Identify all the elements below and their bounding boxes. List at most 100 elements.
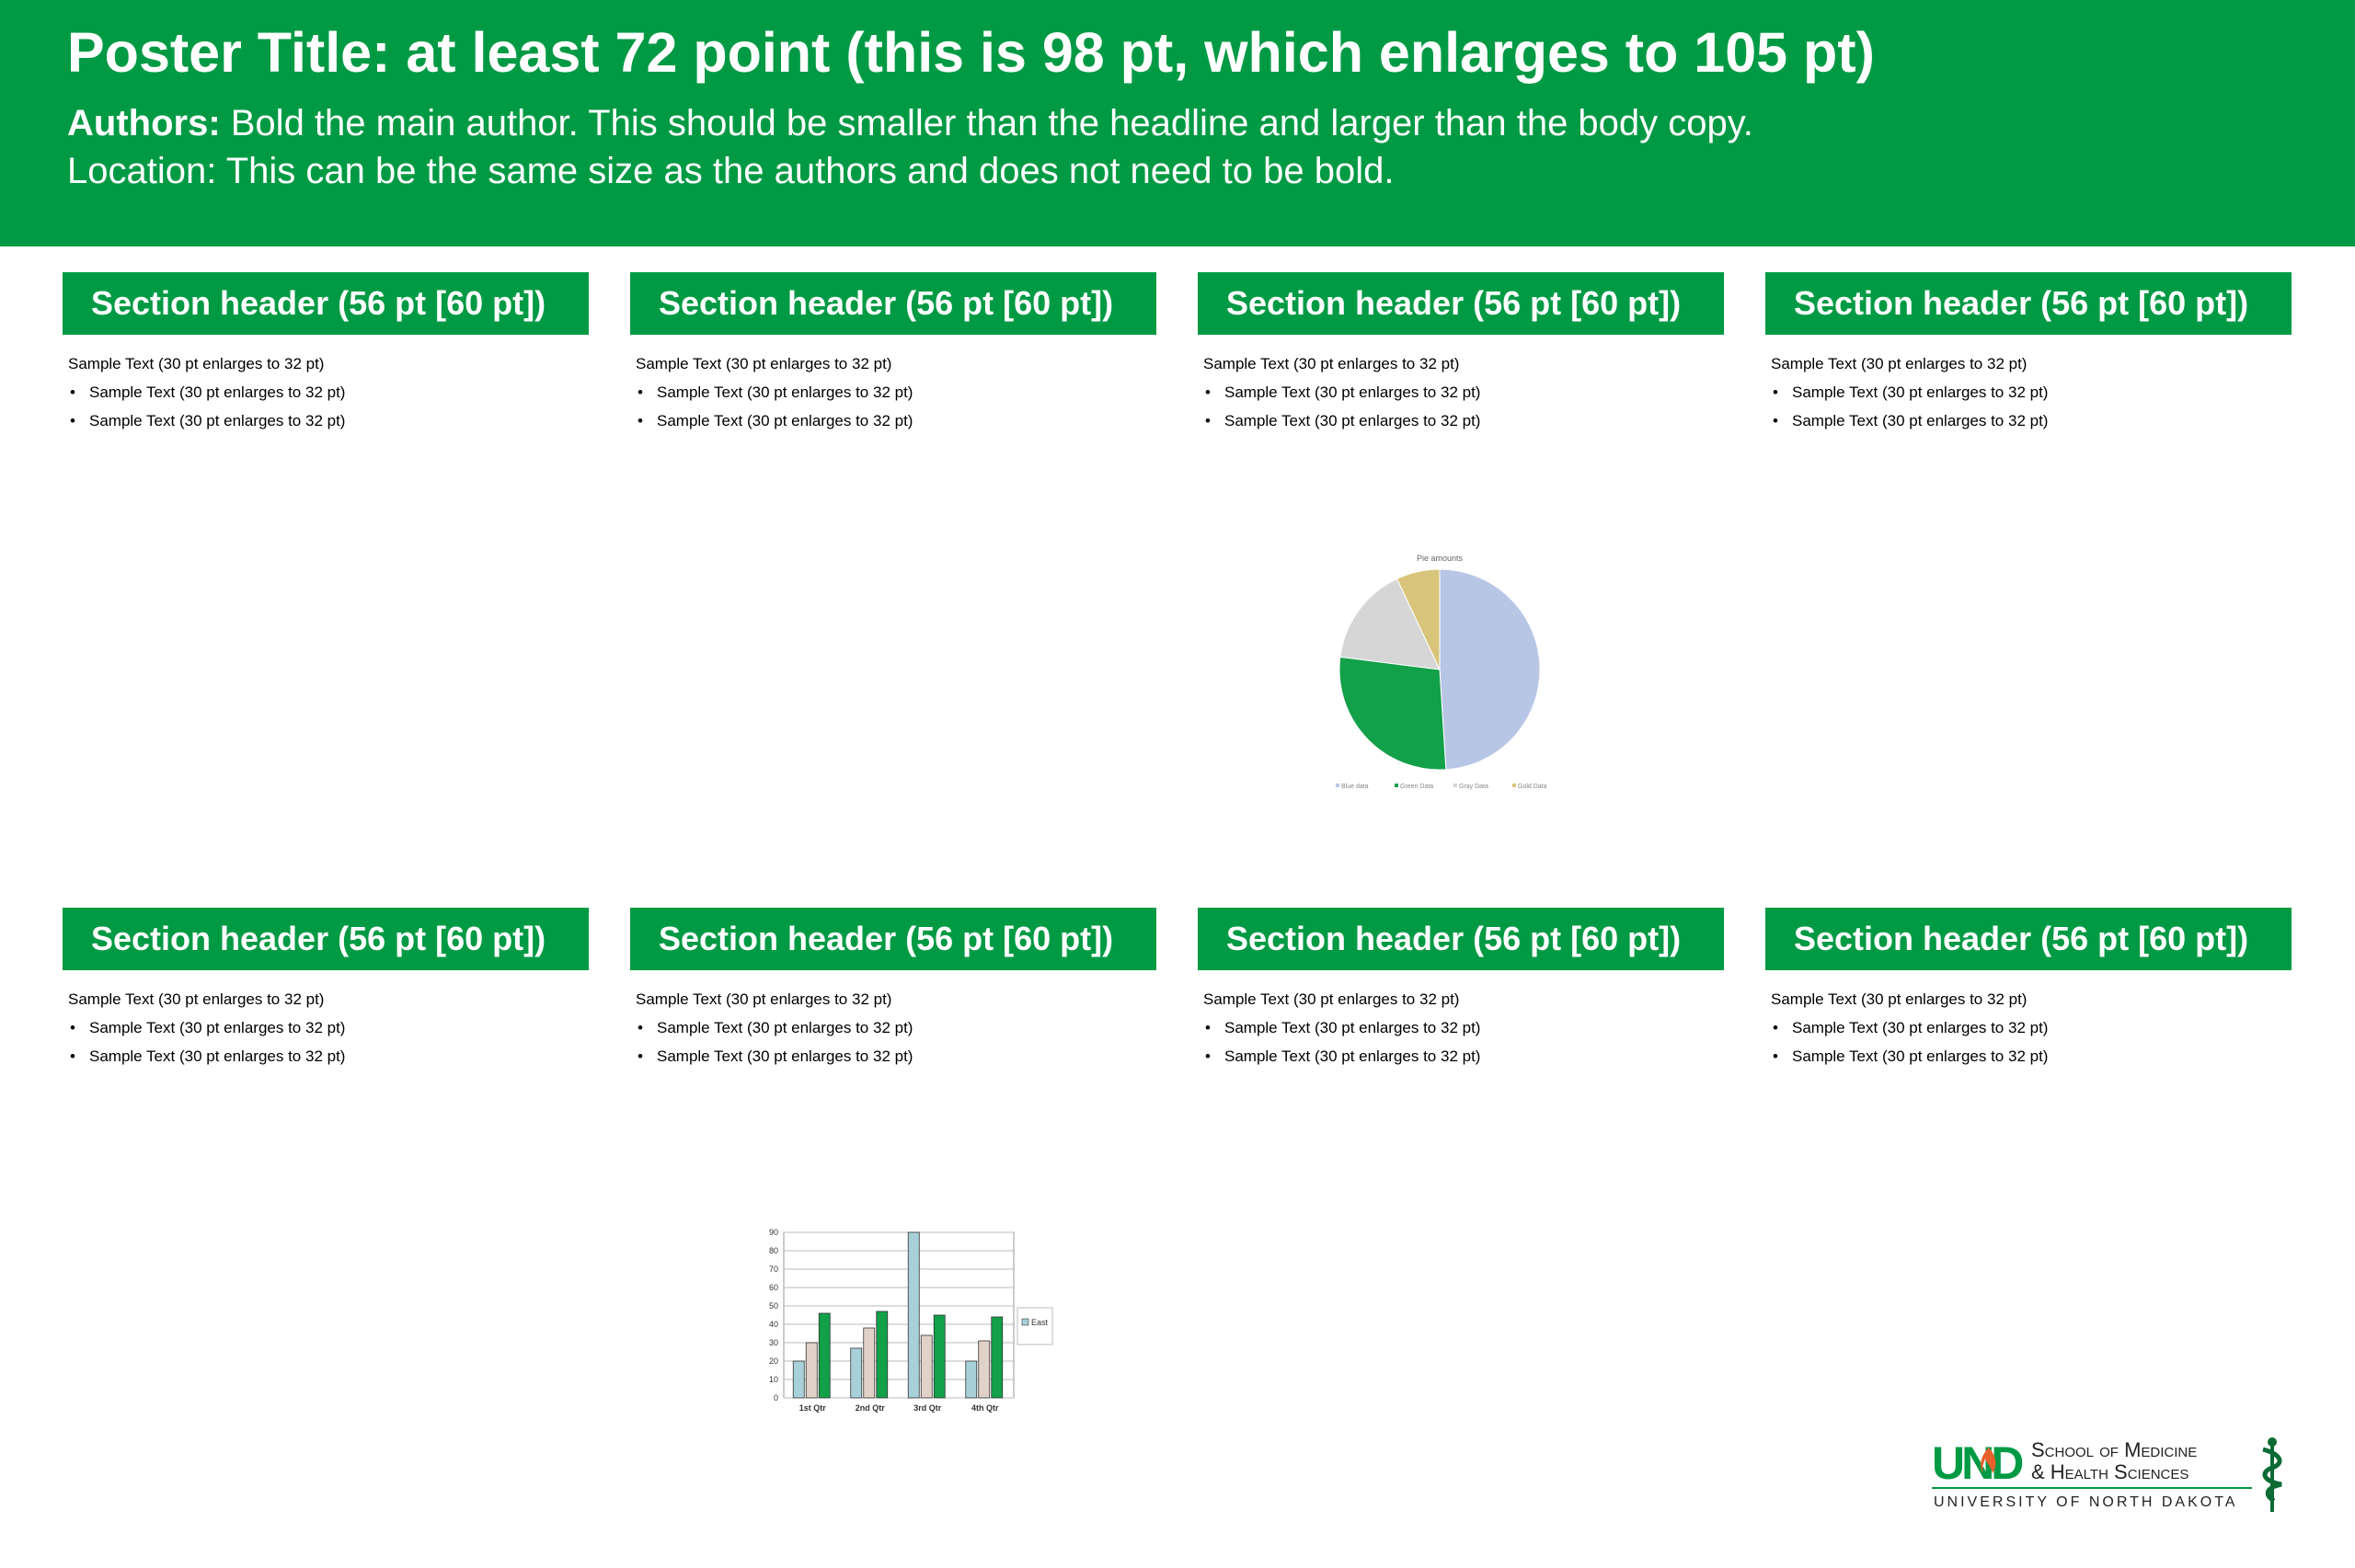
bar-legend-label: East bbox=[1031, 1318, 1049, 1327]
section-text: Sample Text (30 pt enlarges to 32 pt) bbox=[1203, 990, 1460, 1008]
bar bbox=[792, 1360, 805, 1399]
bar bbox=[965, 1360, 978, 1399]
bullet-icon: • bbox=[1773, 1019, 1778, 1036]
bullet-icon: • bbox=[1773, 1047, 1778, 1065]
bar-legend bbox=[1017, 1307, 1053, 1345]
pie-slice bbox=[1396, 568, 1441, 670]
bar-ytick-label: 50 bbox=[769, 1301, 778, 1310]
bar-ytick-label: 20 bbox=[769, 1356, 778, 1366]
bullet-icon: • bbox=[1205, 1019, 1211, 1036]
bullet-list: • Sample Text (30 pt enlarges to 32 pt) • S… bbox=[636, 378, 1156, 435]
logo-line2: & Health Sciences bbox=[2031, 1460, 2188, 1483]
bullet-item: • Sample Text (30 pt enlarges to 32 pt) bbox=[1203, 406, 1724, 435]
bullet-icon: • bbox=[1205, 383, 1211, 401]
bar bbox=[850, 1347, 863, 1399]
bullet-list: • Sample Text (30 pt enlarges to 32 pt) • S… bbox=[1771, 378, 2292, 435]
poster-title: Poster Title: at least 72 point (this is… bbox=[67, 21, 1875, 84]
bar bbox=[991, 1316, 1004, 1399]
bullet-item: • Sample Text (30 pt enlarges to 32 pt) bbox=[1203, 1013, 1724, 1042]
bullet-icon: • bbox=[1205, 412, 1211, 429]
bar-ytick-label: 60 bbox=[769, 1283, 778, 1292]
bullet-icon: • bbox=[638, 383, 643, 401]
bullet-icon: • bbox=[70, 1019, 75, 1036]
section-header: Section header (56 pt [60 pt]) bbox=[1198, 272, 1724, 335]
bar-legend-swatch bbox=[1021, 1318, 1029, 1326]
section-body: Sample Text (30 pt enlarges to 32 pt) • Sa… bbox=[1765, 970, 2292, 1070]
bullet-text: Sample Text (30 pt enlarges to 32 pt) bbox=[1792, 1047, 2049, 1065]
bullet-list: • Sample Text (30 pt enlarges to 32 pt) • S… bbox=[1771, 1013, 2292, 1070]
section-2: Section header (56 pt [60 pt]) Sample Tex… bbox=[630, 272, 1156, 435]
logo-line1: School of Medicine bbox=[2031, 1438, 2197, 1461]
logo-caduceus-icon bbox=[2262, 1437, 2282, 1512]
section-4: Section header (56 pt [60 pt]) Sample Tex… bbox=[1765, 272, 2292, 435]
poster-banner: Poster Title: at least 72 point (this is… bbox=[0, 0, 2355, 246]
bullet-text: Sample Text (30 pt enlarges to 32 pt) bbox=[657, 412, 913, 429]
bar bbox=[805, 1342, 818, 1399]
section-header: Section header (56 pt [60 pt]) bbox=[63, 272, 589, 335]
bullet-text: Sample Text (30 pt enlarges to 32 pt) bbox=[1792, 383, 2049, 401]
bar bbox=[933, 1314, 946, 1399]
bullet-text: Sample Text (30 pt enlarges to 32 pt) bbox=[1224, 1019, 1481, 1036]
logo-line3: UNIVERSITY OF NORTH DAKOTA bbox=[1934, 1494, 2237, 1510]
poster-location: Location: This can be the same size as t… bbox=[67, 151, 1395, 191]
bullet-text: Sample Text (30 pt enlarges to 32 pt) bbox=[1792, 1019, 2049, 1036]
bar-category-label: 1st Qtr bbox=[799, 1403, 827, 1413]
bullet-item: • Sample Text (30 pt enlarges to 32 pt) bbox=[1203, 378, 1724, 406]
und-logo: UND School of Medicine & Health Sciences… bbox=[1932, 1436, 2291, 1514]
bullet-list: • Sample Text (30 pt enlarges to 32 pt) • S… bbox=[68, 378, 589, 435]
bullet-item: • Sample Text (30 pt enlarges to 32 pt) bbox=[1771, 1042, 2292, 1070]
bullet-text: Sample Text (30 pt enlarges to 32 pt) bbox=[89, 1019, 346, 1036]
bullet-item: • Sample Text (30 pt enlarges to 32 pt) bbox=[1771, 406, 2292, 435]
bullet-text: Sample Text (30 pt enlarges to 32 pt) bbox=[1224, 412, 1481, 429]
section-body: Sample Text (30 pt enlarges to 32 pt) • Sa… bbox=[1198, 970, 1724, 1070]
section-7: Section header (56 pt [60 pt]) Sample Tex… bbox=[1198, 908, 1724, 1070]
bullet-text: Sample Text (30 pt enlarges to 32 pt) bbox=[657, 383, 913, 401]
bullet-text: Sample Text (30 pt enlarges to 32 pt) bbox=[89, 1047, 346, 1065]
bar bbox=[863, 1327, 876, 1399]
section-header: Section header (56 pt [60 pt]) bbox=[630, 908, 1156, 970]
bar-ytick-label: 30 bbox=[769, 1338, 778, 1347]
pie-slice bbox=[1338, 656, 1447, 771]
bullet-item: • Sample Text (30 pt enlarges to 32 pt) bbox=[1771, 1013, 2292, 1042]
bar-ytick-label: 40 bbox=[769, 1320, 778, 1329]
bar-category-label: 2nd Qtr bbox=[856, 1403, 885, 1413]
pie-legend-swatch bbox=[1336, 784, 1339, 787]
bullet-list: • Sample Text (30 pt enlarges to 32 pt) • S… bbox=[636, 1013, 1156, 1070]
section-8: Section header (56 pt [60 pt]) Sample Tex… bbox=[1765, 908, 2292, 1070]
section-text: Sample Text (30 pt enlarges to 32 pt) bbox=[1771, 990, 2028, 1008]
bar-category-label: 3rd Qtr bbox=[913, 1403, 942, 1413]
section-header: Section header (56 pt [60 pt]) bbox=[1198, 908, 1724, 970]
bullet-text: Sample Text (30 pt enlarges to 32 pt) bbox=[657, 1019, 913, 1036]
logo-flame-icon bbox=[1981, 1448, 1996, 1473]
bullet-item: • Sample Text (30 pt enlarges to 32 pt) bbox=[68, 378, 589, 406]
section-text: Sample Text (30 pt enlarges to 32 pt) bbox=[636, 355, 892, 372]
bar-ytick-label: 80 bbox=[769, 1246, 778, 1255]
section-text: Sample Text (30 pt enlarges to 32 pt) bbox=[1203, 355, 1460, 372]
section-body: Sample Text (30 pt enlarges to 32 pt) • Sa… bbox=[630, 970, 1156, 1070]
section-header: Section header (56 pt [60 pt]) bbox=[1765, 272, 2292, 335]
bullet-icon: • bbox=[1205, 1047, 1211, 1065]
bullet-icon: • bbox=[638, 1047, 643, 1065]
section-header: Section header (56 pt [60 pt]) bbox=[630, 272, 1156, 335]
section-1: Section header (56 pt [60 pt]) Sample Tex… bbox=[63, 272, 589, 435]
section-body: Sample Text (30 pt enlarges to 32 pt) • Sa… bbox=[1765, 335, 2292, 435]
bullet-icon: • bbox=[638, 1019, 643, 1036]
bullet-icon: • bbox=[70, 383, 75, 401]
bar-chart: 0 10 20 30 40 50 60 70 80 90 1st Qtr 2nd Qtr 3rd Qtr… bbox=[743, 1221, 1056, 1424]
section-header: Section header (56 pt [60 pt]) bbox=[1765, 908, 2292, 970]
section-body: Sample Text (30 pt enlarges to 32 pt) • Sa… bbox=[63, 970, 589, 1070]
pie-legend-label: Gray Data bbox=[1459, 784, 1488, 790]
bar-ytick-label: 70 bbox=[769, 1265, 778, 1274]
bullet-item: • Sample Text (30 pt enlarges to 32 pt) bbox=[1771, 378, 2292, 406]
bullet-icon: • bbox=[70, 412, 75, 429]
pie-legend-swatch bbox=[1453, 784, 1457, 787]
pie-chart: Pie amounts Blue data Green Data Gray Data G… bbox=[1325, 548, 1564, 796]
bullet-icon: • bbox=[638, 412, 643, 429]
bullet-text: Sample Text (30 pt enlarges to 32 pt) bbox=[1792, 412, 2049, 429]
bullet-list: • Sample Text (30 pt enlarges to 32 pt) • S… bbox=[1203, 378, 1724, 435]
bullet-item: • Sample Text (30 pt enlarges to 32 pt) bbox=[68, 1013, 589, 1042]
bar-ytick-label: 90 bbox=[769, 1228, 778, 1237]
bullet-item: • Sample Text (30 pt enlarges to 32 pt) bbox=[636, 1013, 1156, 1042]
authors-text: Bold the main author. This should be sma… bbox=[220, 103, 1753, 143]
bullet-list: • Sample Text (30 pt enlarges to 32 pt) • S… bbox=[1203, 1013, 1724, 1070]
